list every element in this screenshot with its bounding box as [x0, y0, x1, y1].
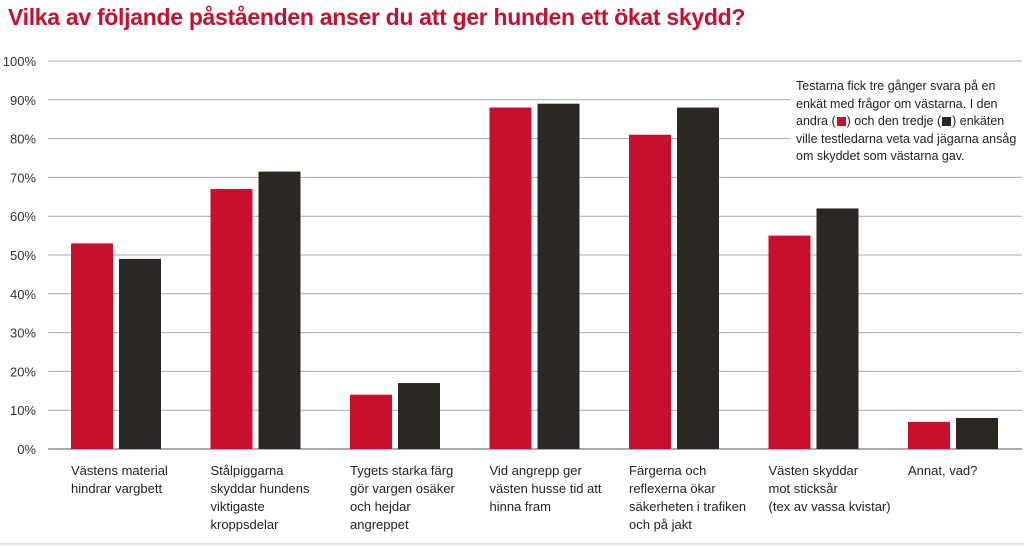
y-tick-label: 40% [10, 287, 36, 302]
category-label: viktigaste [211, 499, 265, 514]
bar-series1-cat3 [350, 394, 392, 449]
y-tick-label: 50% [10, 248, 36, 263]
category-label: säkerheten i trafiken [629, 499, 746, 514]
category-label: Stålpiggarna [211, 463, 285, 478]
bar-series1-cat4 [489, 107, 532, 449]
bar-series2-cat4 [537, 103, 580, 450]
category-labels: Västens material hindrar vargbett Stålpigg… [71, 463, 977, 532]
category-label: hindrar vargbett [71, 481, 162, 496]
category-label: Annat, vad? [908, 463, 977, 478]
category-label: hinna fram [490, 499, 551, 514]
bar-series1-cat2 [210, 189, 253, 450]
bar-series2-cat6 [816, 208, 859, 449]
legend-swatch-red [836, 117, 846, 126]
category-label: kroppsdelar [211, 517, 280, 532]
category-label: och på jakt [629, 517, 692, 532]
category-label: och hejdar [350, 499, 411, 514]
note-text-after: ) enkäten ville testledarna veta vad jäg… [796, 114, 1017, 163]
y-tick-label: 90% [10, 93, 36, 108]
category-label: reflexerna ökar [629, 481, 716, 496]
category-label: Västens material [71, 463, 168, 478]
bars [71, 103, 998, 450]
y-tick-label: 20% [10, 364, 36, 379]
category-label: Vid angrepp ger [490, 463, 583, 478]
bar-series1-cat5 [629, 134, 671, 449]
y-axis-ticks: 0% 10% 20% 30% 40% 50% 60% 70% 80% 90% 100% [3, 54, 37, 457]
annotation-note: Testarna fick tre gånger svara på en enk… [790, 76, 1024, 166]
y-tick-label: 30% [10, 326, 36, 341]
y-tick-label: 10% [10, 403, 36, 418]
chart-title: Vilka av följande påståenden anser du at… [8, 4, 746, 30]
y-tick-label: 0% [17, 442, 36, 457]
category-label: skyddar hundens [211, 481, 311, 496]
bar-series2-cat5 [677, 107, 719, 449]
category-label: Tygets starka färg [350, 463, 453, 478]
category-label: mot sticksår [769, 481, 839, 496]
legend-swatch-black [942, 117, 952, 126]
category-label: angreppet [350, 517, 409, 532]
bar-series1-cat6 [768, 235, 811, 449]
y-tick-label: 80% [10, 132, 36, 147]
bar-series1-cat1 [71, 243, 113, 449]
y-tick-label: 60% [10, 209, 36, 224]
y-tick-label: 100% [3, 54, 37, 69]
bar-series1-cat7 [908, 421, 950, 449]
bar-series2-cat7 [956, 417, 998, 449]
note-text-before: Testarna fick tre gånger svara på en enk… [796, 79, 998, 128]
bar-series2-cat2 [258, 171, 301, 449]
category-label: Färgerna och [629, 463, 706, 478]
bar-series2-cat3 [398, 383, 440, 449]
category-label: västen husse tid att [490, 481, 602, 496]
category-label: gör vargen osäker [350, 481, 455, 496]
note-text-between: ) och den tredje ( [846, 114, 942, 128]
category-label: Västen skyddar [769, 463, 859, 478]
bar-series2-cat1 [119, 258, 161, 449]
category-label: (tex av vassa kvistar) [769, 499, 891, 514]
y-tick-label: 70% [10, 170, 36, 185]
